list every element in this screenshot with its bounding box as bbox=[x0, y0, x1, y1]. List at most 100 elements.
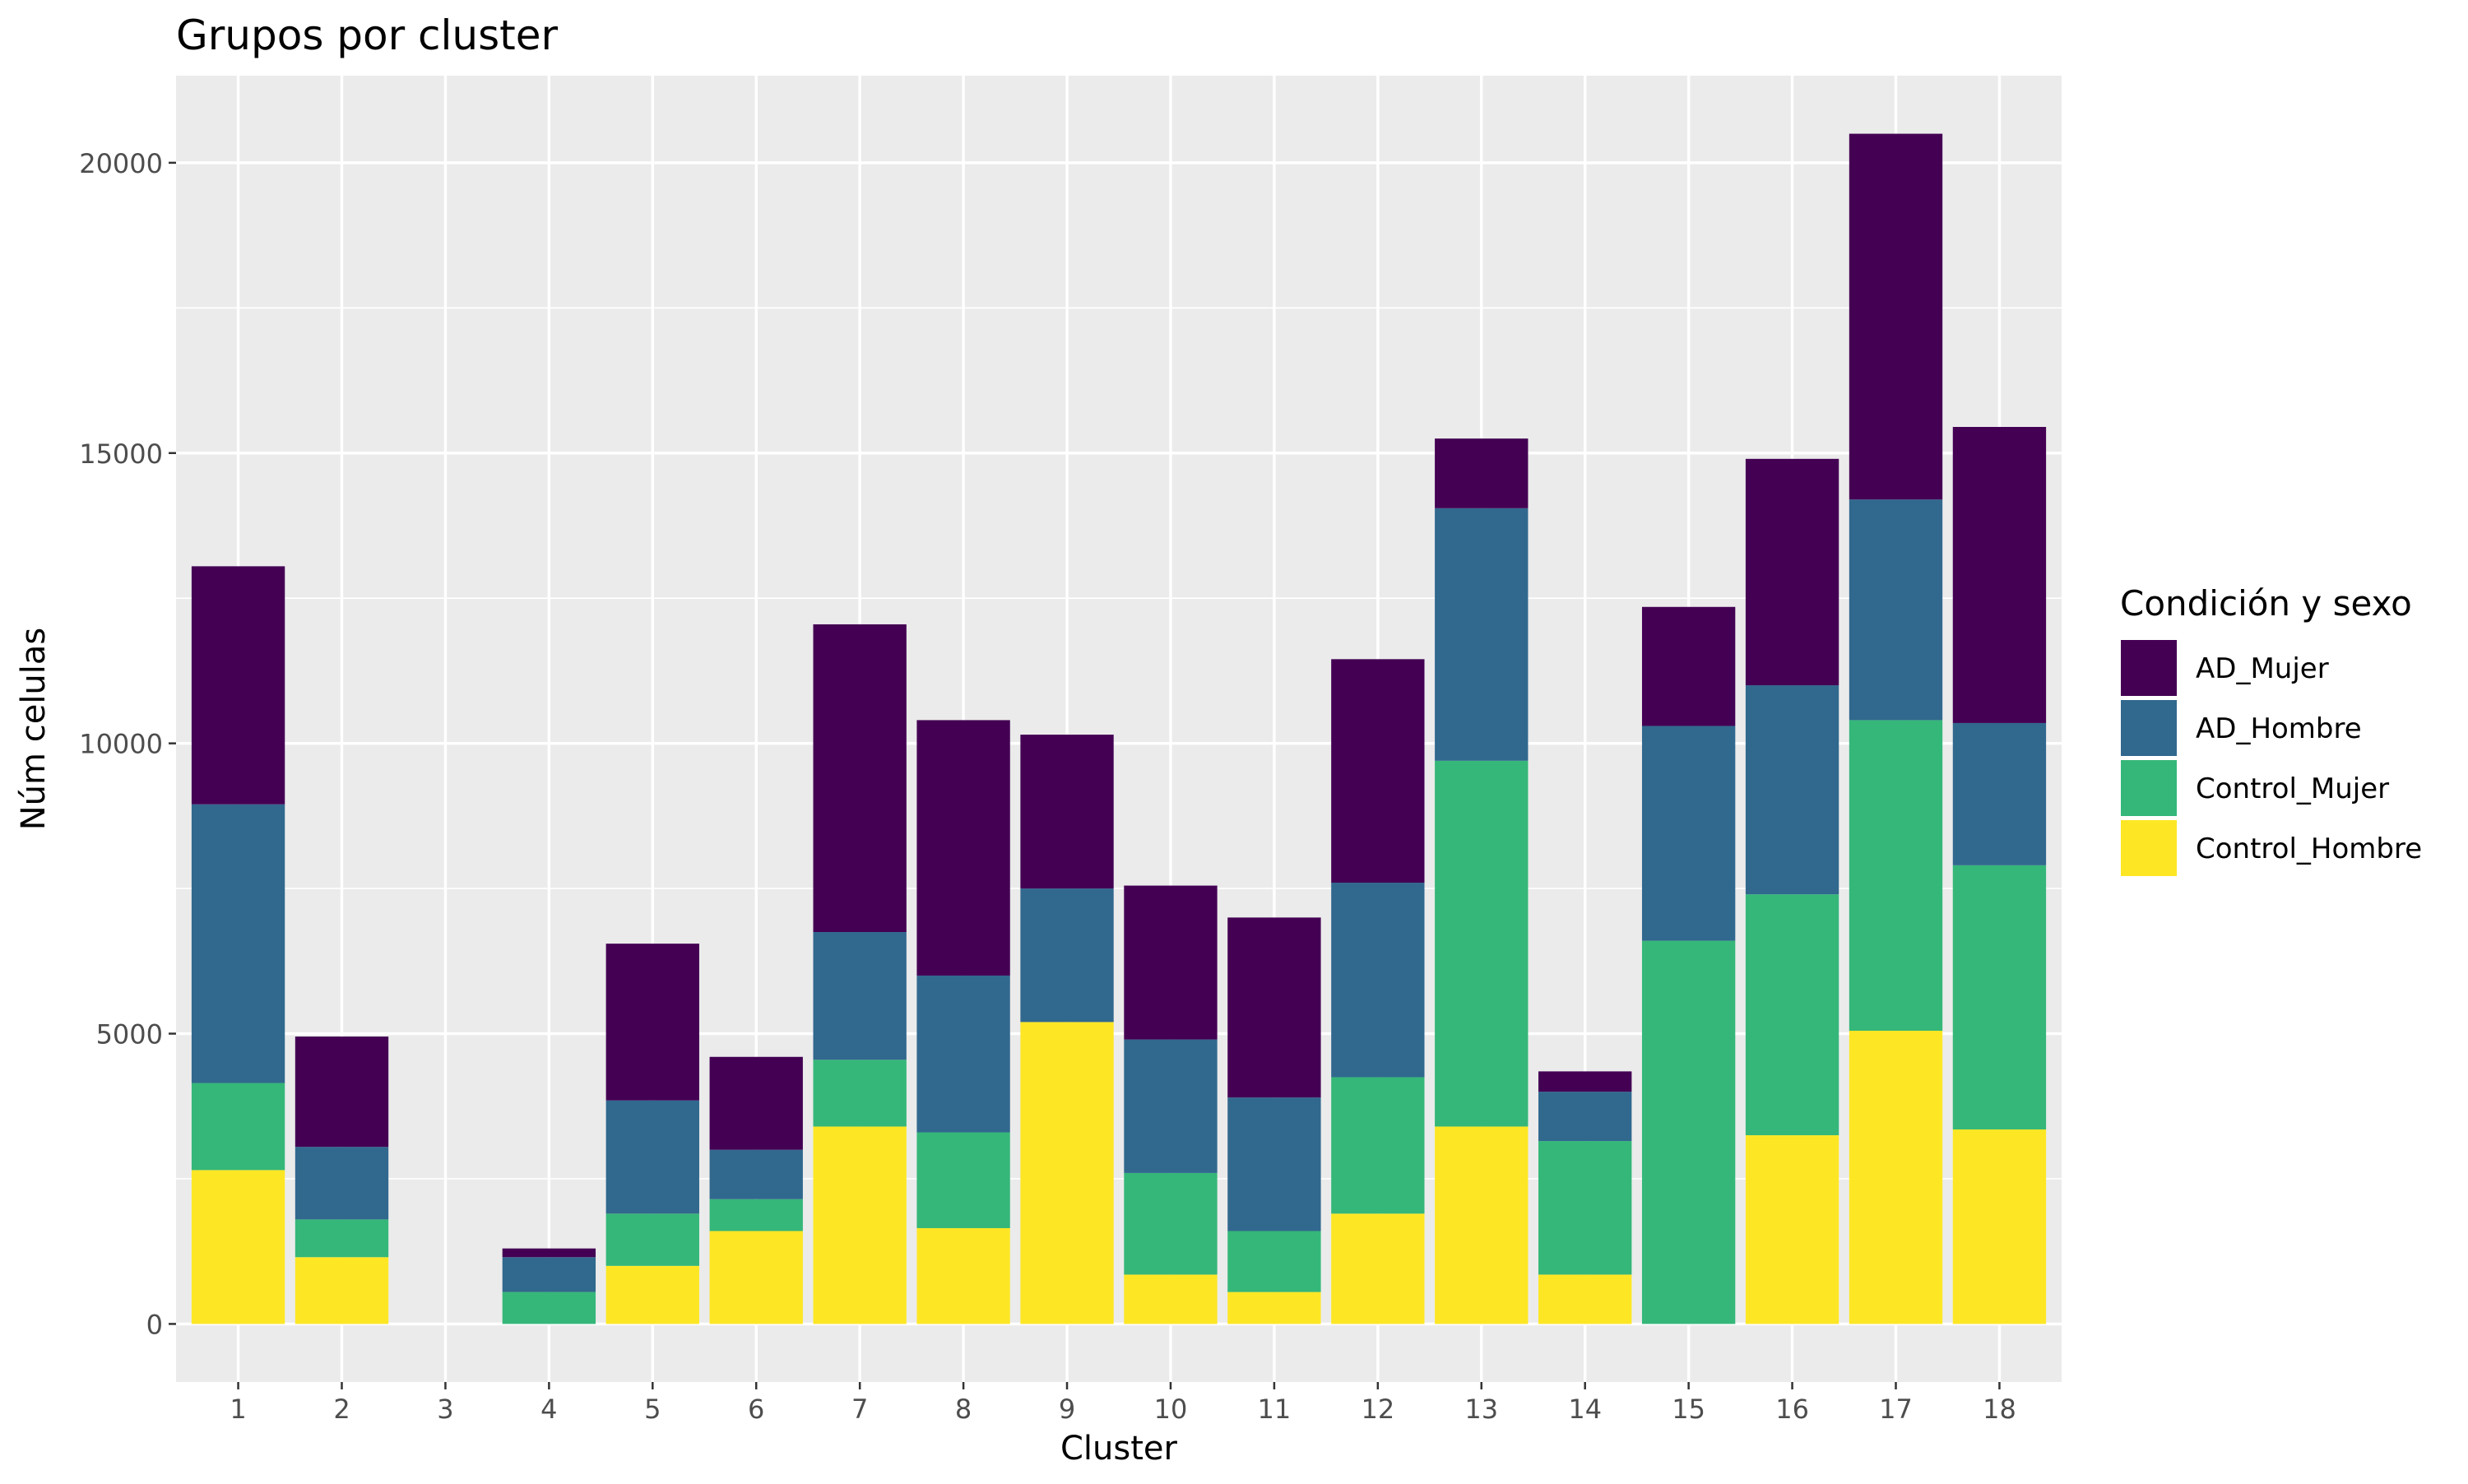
bar-ad-mujer bbox=[1227, 917, 1321, 1098]
bar-control-hombre bbox=[1745, 1135, 1839, 1324]
bar-ad-hombre bbox=[709, 1149, 803, 1199]
bar-control-hombre bbox=[1952, 1129, 2047, 1324]
x-axis-label: Cluster bbox=[1060, 1430, 1178, 1468]
x-axis: 1 2 3 4 5 6 7 8 9 10 11 12 13 14 15 16 17 18 bbox=[230, 1382, 2016, 1425]
x-tick-label: 9 bbox=[1059, 1394, 1075, 1425]
bar-ad-hombre bbox=[295, 1147, 389, 1220]
bar-ad-mujer bbox=[916, 720, 1010, 976]
x-tick-label: 6 bbox=[748, 1394, 764, 1425]
bar-control-hombre bbox=[1227, 1292, 1321, 1324]
bar-ad-hombre bbox=[1849, 499, 1943, 721]
bar-ad-hombre bbox=[1435, 508, 1529, 761]
bar-ad-hombre bbox=[605, 1100, 699, 1214]
bar-control-hombre bbox=[605, 1265, 699, 1324]
bar-control-hombre bbox=[813, 1126, 907, 1324]
bar-control-hombre bbox=[1435, 1126, 1529, 1324]
bar-ad-hombre bbox=[1227, 1097, 1321, 1231]
y-tick-label: 0 bbox=[146, 1309, 163, 1340]
y-tick-label: 5000 bbox=[96, 1019, 163, 1050]
x-tick-label: 8 bbox=[955, 1394, 972, 1425]
legend-key bbox=[2119, 638, 2178, 698]
x-tick-label: 4 bbox=[540, 1394, 557, 1425]
legend-label: Control_Hombre bbox=[2196, 832, 2422, 865]
x-tick-label: 3 bbox=[437, 1394, 453, 1425]
y-axis: 0 5000 10000 15000 20000 bbox=[79, 148, 176, 1340]
bar-control-mujer bbox=[295, 1219, 389, 1258]
legend-key bbox=[2119, 698, 2178, 758]
bar-control-mujer bbox=[916, 1132, 1010, 1228]
x-tick-label: 11 bbox=[1258, 1394, 1292, 1425]
bar-control-mujer bbox=[813, 1060, 907, 1127]
bar-control-hombre bbox=[1331, 1213, 1425, 1324]
x-tick-label: 5 bbox=[644, 1394, 661, 1425]
bar-ad-mujer bbox=[1641, 606, 1736, 726]
legend-label: AD_Mujer bbox=[2196, 652, 2329, 685]
y-tick-label: 10000 bbox=[79, 729, 163, 760]
bar-ad-hombre bbox=[916, 975, 1010, 1133]
legend: Condición y sexo AD_Mujer AD_Hombre Contro… bbox=[2119, 583, 2422, 878]
bar-control-hombre bbox=[916, 1227, 1010, 1324]
x-tick-label: 15 bbox=[1672, 1394, 1705, 1425]
x-tick-label: 12 bbox=[1361, 1394, 1394, 1425]
x-tick-label: 18 bbox=[1983, 1394, 2016, 1425]
bar-ad-mujer bbox=[709, 1056, 803, 1150]
bar-ad-hombre bbox=[1745, 685, 1839, 895]
bar-ad-mujer bbox=[605, 944, 699, 1101]
bar-control-mujer bbox=[1124, 1172, 1218, 1275]
bar-ad-mujer bbox=[1331, 659, 1425, 883]
legend-label: AD_Hombre bbox=[2196, 712, 2362, 745]
bar-control-mujer bbox=[1435, 760, 1529, 1127]
bar-control-hombre bbox=[295, 1257, 389, 1324]
bar-control-mujer bbox=[1745, 894, 1839, 1136]
bar-control-hombre bbox=[1538, 1274, 1632, 1324]
bar-control-mujer bbox=[1641, 940, 1736, 1324]
bar-control-mujer bbox=[502, 1292, 596, 1324]
bar-ad-hombre bbox=[1124, 1039, 1218, 1173]
bar-control-mujer bbox=[605, 1213, 699, 1266]
bar-control-mujer bbox=[1227, 1231, 1321, 1292]
bar-ad-hombre bbox=[502, 1257, 596, 1292]
bar-ad-hombre bbox=[191, 804, 285, 1083]
x-tick-label: 14 bbox=[1568, 1394, 1602, 1425]
x-tick-label: 10 bbox=[1154, 1394, 1188, 1425]
bar-ad-hombre bbox=[1331, 883, 1425, 1078]
x-tick-label: 13 bbox=[1464, 1394, 1498, 1425]
bar-ad-mujer bbox=[1538, 1071, 1632, 1092]
bar-ad-mujer bbox=[1745, 458, 1839, 686]
bar-ad-mujer bbox=[295, 1036, 389, 1148]
x-tick-label: 2 bbox=[333, 1394, 350, 1425]
bar-ad-hombre bbox=[1641, 726, 1736, 941]
bar-ad-mujer bbox=[502, 1248, 596, 1258]
legend-key bbox=[2119, 819, 2178, 878]
bar-ad-hombre bbox=[813, 932, 907, 1060]
y-tick-label: 15000 bbox=[79, 438, 163, 470]
legend-key bbox=[2119, 758, 2178, 818]
chart-title: Grupos por cluster bbox=[176, 12, 559, 59]
x-tick-label: 17 bbox=[1879, 1394, 1913, 1425]
bar-control-mujer bbox=[1952, 865, 2047, 1129]
bar-control-hombre bbox=[1020, 1022, 1114, 1324]
bar-ad-hombre bbox=[1020, 888, 1114, 1023]
bar-ad-mujer bbox=[191, 566, 285, 805]
bar-control-mujer bbox=[709, 1199, 803, 1231]
y-axis-label: Núm celulas bbox=[15, 628, 53, 830]
bar-ad-mujer bbox=[1124, 885, 1218, 1040]
bars-layer bbox=[191, 133, 2047, 1324]
bar-control-mujer bbox=[1331, 1077, 1425, 1214]
legend-label: Control_Mujer bbox=[2196, 772, 2389, 805]
bar-control-mujer bbox=[1849, 720, 1943, 1032]
bar-control-hombre bbox=[1124, 1274, 1218, 1324]
bar-control-mujer bbox=[191, 1083, 285, 1171]
bar-control-hombre bbox=[709, 1231, 803, 1324]
bar-ad-mujer bbox=[813, 624, 907, 933]
bar-control-hombre bbox=[191, 1170, 285, 1324]
y-tick-label: 20000 bbox=[79, 148, 163, 179]
x-tick-label: 16 bbox=[1775, 1394, 1809, 1425]
x-tick-label: 1 bbox=[230, 1394, 246, 1425]
legend-title: Condición y sexo bbox=[2120, 583, 2412, 624]
bar-ad-mujer bbox=[1952, 426, 2047, 723]
bar-ad-mujer bbox=[1020, 735, 1114, 889]
bar-ad-mujer bbox=[1849, 133, 1943, 500]
